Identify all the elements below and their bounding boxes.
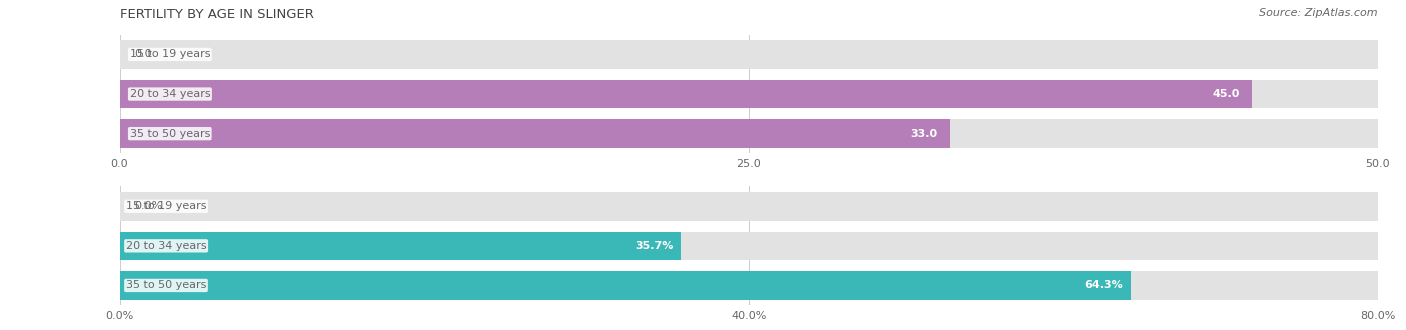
Text: 0.0: 0.0 <box>135 50 152 59</box>
Text: FERTILITY BY AGE IN SLINGER: FERTILITY BY AGE IN SLINGER <box>120 8 314 21</box>
Text: 35 to 50 years: 35 to 50 years <box>129 129 209 139</box>
Bar <box>120 232 681 260</box>
Bar <box>120 80 1251 108</box>
Bar <box>120 119 950 148</box>
Text: 45.0: 45.0 <box>1212 89 1240 99</box>
Bar <box>120 232 1378 260</box>
Text: 0.0%: 0.0% <box>135 201 163 211</box>
Text: 35.7%: 35.7% <box>636 241 673 251</box>
Bar <box>120 192 1378 220</box>
Text: 35 to 50 years: 35 to 50 years <box>125 280 207 290</box>
Text: Source: ZipAtlas.com: Source: ZipAtlas.com <box>1260 8 1378 18</box>
Text: 15 to 19 years: 15 to 19 years <box>125 201 207 211</box>
Text: 20 to 34 years: 20 to 34 years <box>129 89 211 99</box>
Bar <box>120 119 1378 148</box>
Bar <box>120 271 1130 300</box>
Text: 33.0: 33.0 <box>910 129 938 139</box>
Bar <box>120 271 1378 300</box>
Text: 64.3%: 64.3% <box>1084 280 1123 290</box>
Bar <box>120 40 1378 69</box>
Bar <box>120 80 1378 108</box>
Text: 15 to 19 years: 15 to 19 years <box>129 50 209 59</box>
Text: 20 to 34 years: 20 to 34 years <box>125 241 207 251</box>
